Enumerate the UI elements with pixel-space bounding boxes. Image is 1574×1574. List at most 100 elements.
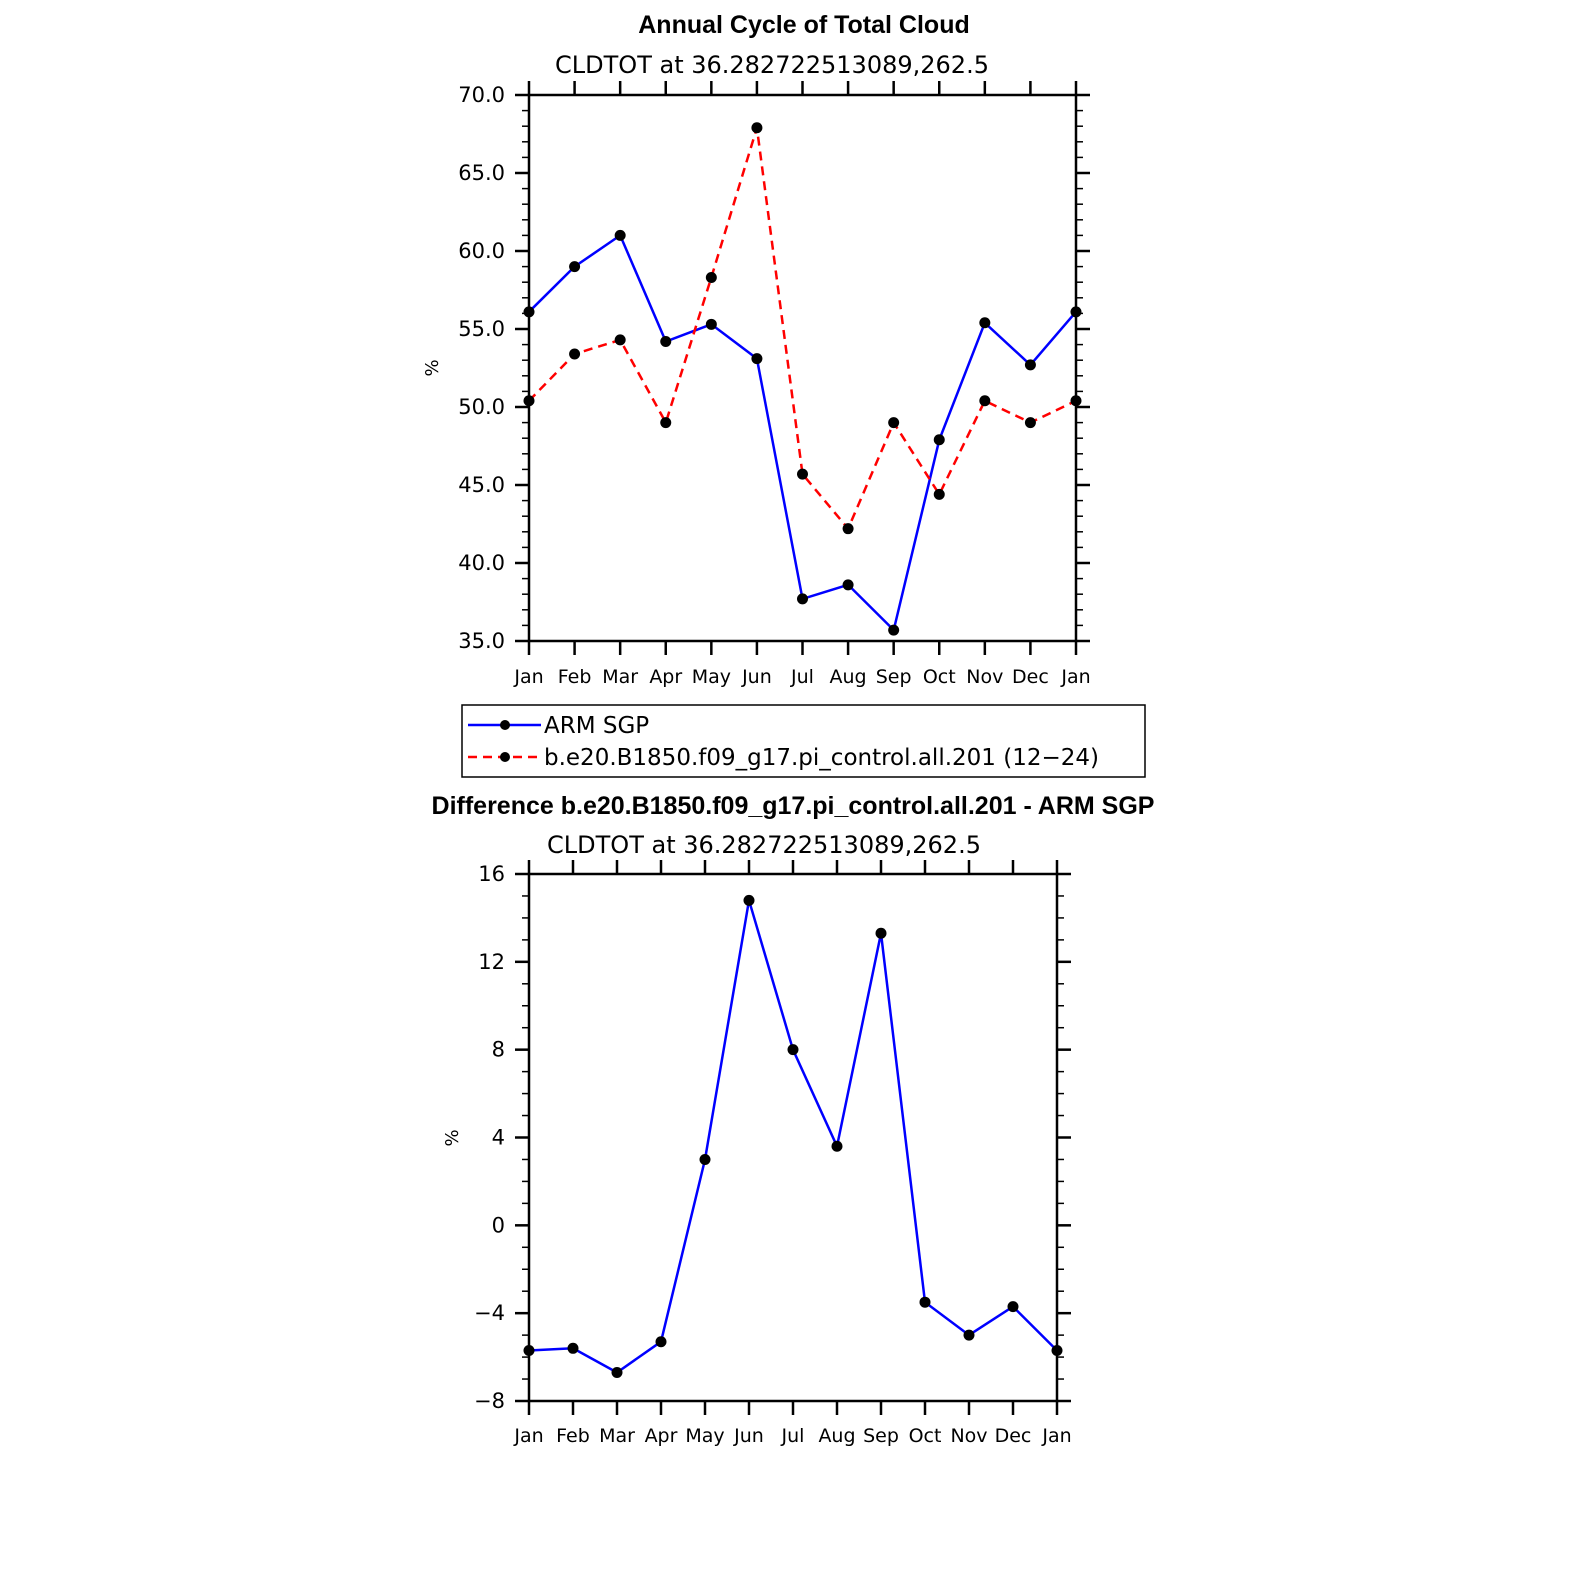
x-tick-label: Jul <box>790 666 814 688</box>
x-tick-label: Nov <box>950 1425 987 1447</box>
x-tick-label: Oct <box>909 1425 942 1447</box>
data-point <box>933 488 945 500</box>
x-tick-label: Aug <box>830 666 867 688</box>
x-tick-label: Sep <box>876 666 912 688</box>
x-tick-label: Dec <box>995 1425 1032 1447</box>
data-point <box>1024 417 1036 429</box>
x-tick-label: Jan <box>1060 666 1090 688</box>
data-point <box>979 395 991 407</box>
x-tick-label: Jan <box>513 666 543 688</box>
data-point <box>699 1153 711 1165</box>
data-point <box>569 261 581 273</box>
y-tick-label: 35.0 <box>458 629 505 653</box>
data-point <box>1070 306 1082 318</box>
legend: ARM SGP b.e20.B1850.f09_g17.pi_control.a… <box>461 704 1146 778</box>
data-point <box>523 395 535 407</box>
x-tick-label: Feb <box>558 666 592 688</box>
data-point <box>751 353 763 365</box>
y-tick-label: 12 <box>478 950 505 974</box>
x-tick-label: May <box>692 666 731 688</box>
y-tick-label: 50.0 <box>458 395 505 419</box>
plot-frame <box>527 872 1059 1403</box>
data-point <box>567 1342 579 1354</box>
annual-cycle-chart: Annual Cycle of Total Cloud CLDTOT at 36… <box>422 11 1146 778</box>
data-point <box>523 306 535 318</box>
tick-layer: −8 −4 0 4 8 12 16 Jan Feb Mar Apr May Jun Jul Aug Sep Oc… <box>474 860 1072 1447</box>
x-tick-label: Jan <box>1041 1425 1071 1447</box>
legend-label-model: b.e20.B1850.f09_g17.pi_control.all.201 (… <box>544 745 1099 771</box>
y-tick-label: −8 <box>474 1389 505 1413</box>
data-point <box>1070 395 1082 407</box>
x-tick-label: Sep <box>863 1425 899 1447</box>
chart-title: Annual Cycle of Total Cloud <box>638 11 969 39</box>
x-tick-label: Apr <box>645 1425 678 1447</box>
data-point <box>569 348 581 360</box>
legend-frame <box>461 704 1146 778</box>
legend-label-arm: ARM SGP <box>544 713 649 739</box>
legend-marker-arm <box>500 720 510 730</box>
x-tick-label: Nov <box>966 666 1003 688</box>
y-axis-label: % <box>442 1129 463 1146</box>
data-point <box>888 417 900 429</box>
data-point <box>787 1044 799 1056</box>
series-layer <box>523 894 1063 1378</box>
tick-layer: 35.0 40.0 45.0 50.0 55.0 60.0 65.0 70.0 Jan Feb Ma… <box>458 81 1091 688</box>
y-tick-label: −4 <box>474 1301 505 1325</box>
data-point <box>523 1344 535 1356</box>
data-point <box>1051 1344 1063 1356</box>
data-point <box>743 894 755 906</box>
x-tick-label: Jun <box>741 666 772 688</box>
data-point <box>842 523 854 535</box>
chart-subtitle: CLDTOT at 36.282722513089,262.5 <box>547 831 981 859</box>
data-point <box>1007 1301 1019 1313</box>
y-tick-label: 55.0 <box>458 317 505 341</box>
data-point <box>963 1329 975 1341</box>
series-line-1 <box>528 127 1077 532</box>
data-point <box>660 335 672 347</box>
y-tick-label: 40.0 <box>458 551 505 575</box>
x-tick-label: Jul <box>781 1425 805 1447</box>
data-point <box>875 927 887 939</box>
data-point <box>842 579 854 591</box>
legend-marker-model <box>500 752 510 762</box>
data-point <box>797 468 808 480</box>
data-point <box>1024 359 1036 371</box>
data-point <box>705 318 717 330</box>
x-tick-label: Jan <box>513 1425 543 1447</box>
data-point <box>655 1336 667 1348</box>
chart-title: Difference b.e20.B1850.f09_g17.pi_contro… <box>432 792 1155 820</box>
data-point <box>979 317 991 329</box>
x-tick-label: Feb <box>556 1425 590 1447</box>
chart-subtitle: CLDTOT at 36.282722513089,262.5 <box>555 51 989 79</box>
y-tick-label: 70.0 <box>458 83 505 107</box>
data-point <box>614 229 626 241</box>
series-layer <box>523 122 1082 636</box>
y-tick-label: 0 <box>492 1213 505 1237</box>
plot-frame <box>527 93 1078 643</box>
y-tick-label: 65.0 <box>458 161 505 185</box>
y-tick-label: 8 <box>492 1038 505 1062</box>
difference-chart: Difference b.e20.B1850.f09_g17.pi_contro… <box>432 792 1155 1447</box>
data-point <box>611 1366 623 1378</box>
data-point <box>919 1296 931 1308</box>
x-tick-label: Dec <box>1012 666 1049 688</box>
data-point <box>751 122 763 134</box>
series-line-0 <box>528 899 1058 1374</box>
x-tick-label: Mar <box>602 666 638 688</box>
y-tick-label: 45.0 <box>458 473 505 497</box>
x-tick-label: Jun <box>733 1425 764 1447</box>
y-tick-label: 60.0 <box>458 239 505 263</box>
series-line-0 <box>528 233 1077 633</box>
x-tick-label: Oct <box>923 666 956 688</box>
data-point <box>933 434 945 446</box>
x-tick-label: Mar <box>599 1425 635 1447</box>
x-tick-label: May <box>685 1425 724 1447</box>
data-point <box>888 624 900 636</box>
data-point <box>614 334 626 346</box>
data-point <box>660 417 672 429</box>
data-point <box>705 272 717 284</box>
x-tick-label: Aug <box>818 1425 855 1447</box>
x-tick-label: Apr <box>649 666 682 688</box>
y-axis-label: % <box>422 359 443 376</box>
